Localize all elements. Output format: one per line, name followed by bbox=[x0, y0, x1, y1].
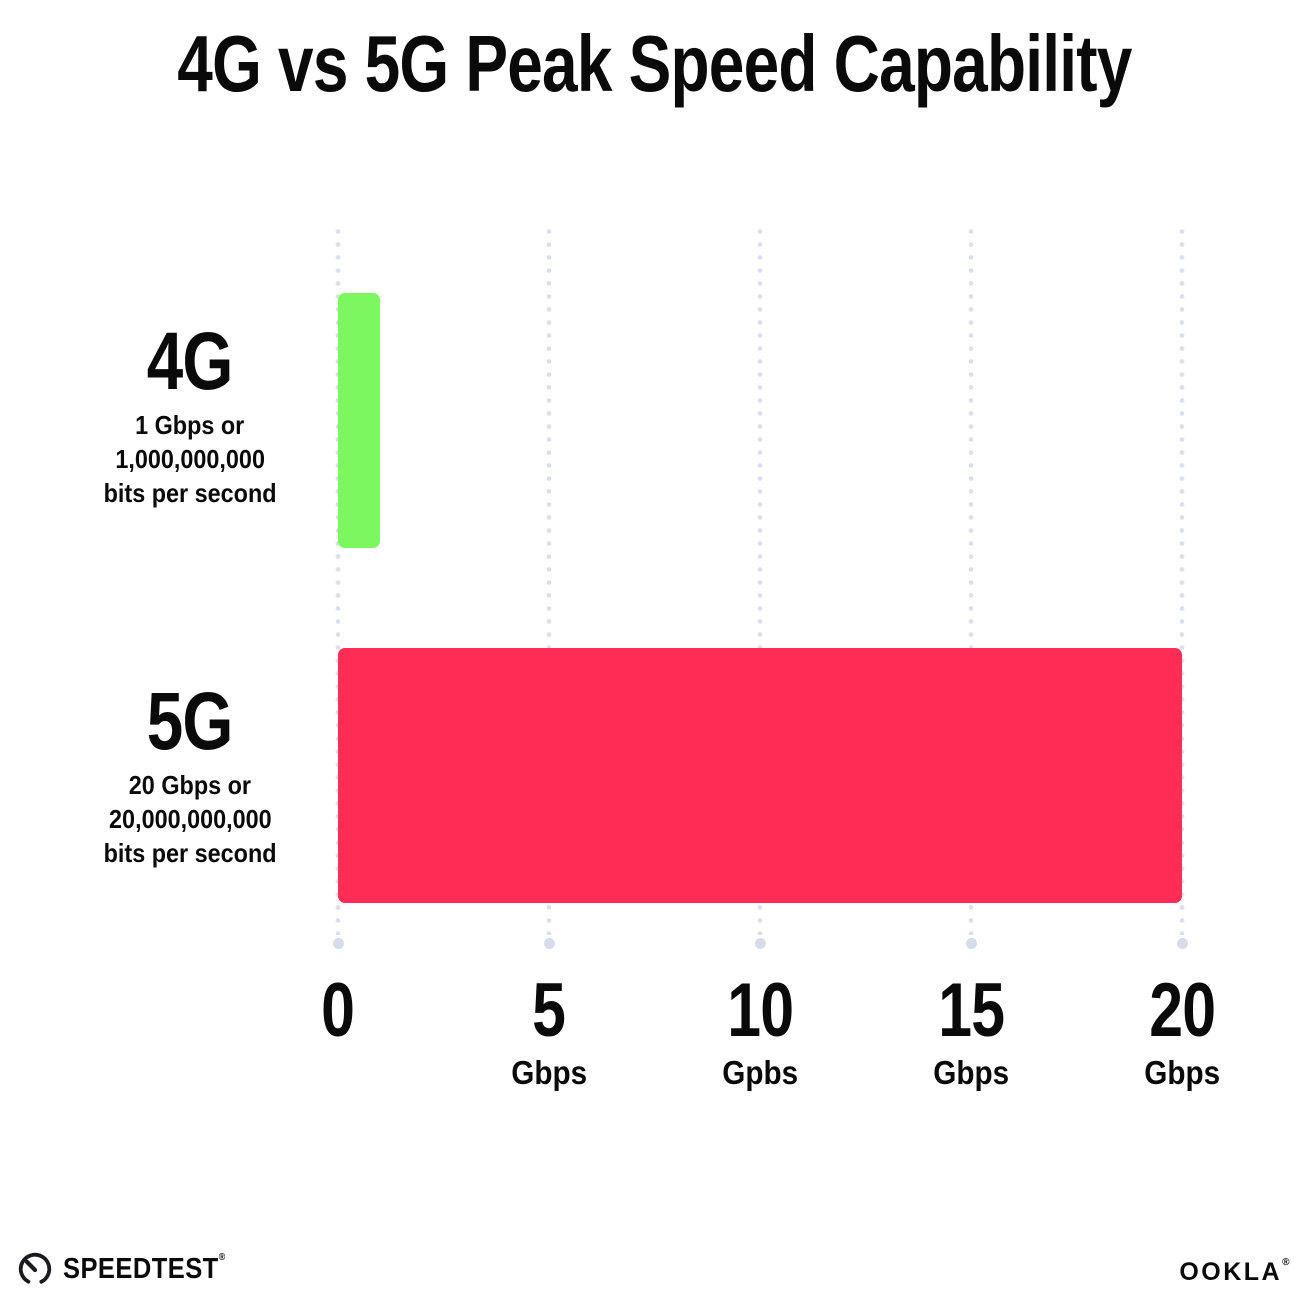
speedtest-trademark: ® bbox=[218, 1251, 226, 1263]
gridline-15 bbox=[965, 225, 977, 949]
x-tick-0: 0 bbox=[208, 968, 468, 1091]
plot-area bbox=[332, 225, 1188, 949]
chart-title: 4G vs 5G Peak Speed Capability bbox=[176, 19, 1132, 108]
bar-4g bbox=[338, 293, 381, 548]
bar-5g bbox=[338, 648, 1182, 903]
gridline-0 bbox=[332, 225, 344, 949]
ookla-trademark: ® bbox=[1282, 1257, 1292, 1268]
x-tick-5-value: 5 bbox=[532, 968, 566, 1053]
x-tick-15-unit: Gbps bbox=[933, 1054, 1009, 1091]
x-tick-10: 10 Gpbs bbox=[630, 968, 890, 1091]
gridline-20 bbox=[1176, 225, 1188, 949]
row-label-4g-name: 4G bbox=[147, 316, 234, 407]
speedtest-gauge-icon bbox=[18, 1252, 52, 1286]
x-tick-20-value: 20 bbox=[1148, 968, 1216, 1053]
speedtest-wordmark: SPEEDTEST® bbox=[63, 1251, 226, 1285]
gridline-10 bbox=[754, 225, 766, 949]
x-tick-10-unit: Gpbs bbox=[722, 1054, 798, 1091]
row-label-4g: 4G 1 Gbps or 1,000,000,000 bits per seco… bbox=[45, 320, 335, 510]
x-tick-20: 20 Gbps bbox=[1052, 968, 1308, 1091]
x-tick-5-unit: Gbps bbox=[511, 1054, 587, 1091]
x-tick-15-value: 15 bbox=[937, 968, 1005, 1053]
row-label-5g-desc: 20 Gbps or 20,000,000,000 bits per secon… bbox=[103, 770, 277, 868]
x-tick-15: 15 Gbps bbox=[841, 968, 1101, 1091]
row-label-5g-name: 5G bbox=[147, 676, 234, 767]
gridline-5 bbox=[543, 225, 555, 949]
row-label-4g-desc: 1 Gbps or 1,000,000,000 bits per second bbox=[103, 410, 277, 508]
speedtest-logo: SPEEDTEST® bbox=[16, 1250, 248, 1288]
row-label-5g: 5G 20 Gbps or 20,000,000,000 bits per se… bbox=[45, 680, 335, 870]
ookla-wordmark: OOKLA bbox=[1179, 1258, 1283, 1286]
x-tick-5: 5 Gbps bbox=[419, 968, 679, 1091]
x-tick-10-value: 10 bbox=[726, 968, 794, 1053]
x-tick-20-unit: Gbps bbox=[1144, 1054, 1220, 1091]
x-tick-0-value: 0 bbox=[321, 968, 355, 1053]
ookla-logo: OOKLA® bbox=[1179, 1258, 1292, 1287]
